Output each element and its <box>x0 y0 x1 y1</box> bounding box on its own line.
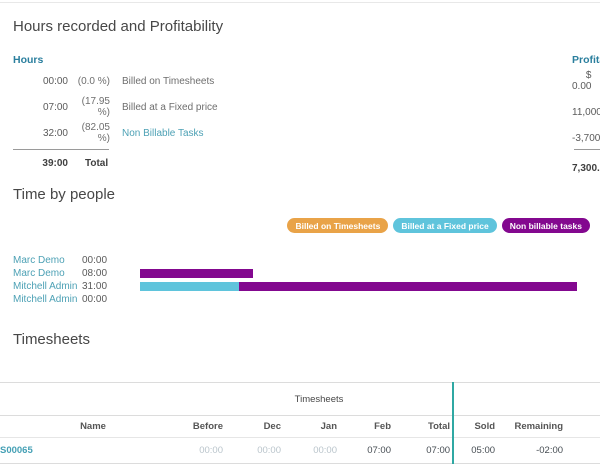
hours-row-billed-on-timesheets: 00:00 (0.0 %) Billed on Timesheets <box>13 68 287 94</box>
hours-percent: (0.0 %) <box>77 75 110 87</box>
profitability-row-to-invoice: $ 11,000.00 To invoice <box>287 94 600 120</box>
profitability-total-divider <box>574 149 600 150</box>
person-name-link[interactable]: Mitchell Admin <box>13 281 78 292</box>
hours-block: Hours 00:00 (0.0 %) Billed on Timesheets… <box>0 38 287 173</box>
chart-row: Marc Demo 00:00 <box>0 254 600 267</box>
table-header-row: Name Before Dec Jan Feb Total Sold Remai… <box>0 415 600 438</box>
group-header-spacer <box>0 382 188 416</box>
timesheets-section: Timesheets Timesheets Name Before Dec Ja… <box>0 330 600 464</box>
profitability-total-row: $ 7,300.00 Total <box>287 153 600 174</box>
hours-label: Billed on Timesheets <box>122 75 215 87</box>
bar-segment <box>140 269 253 278</box>
profitability-block-header: Profitability <box>572 54 600 66</box>
chart-row: Mitchell Admin 31:00 <box>0 280 600 293</box>
column-header-feb: Feb <box>339 415 393 438</box>
timesheet-name-cell: S00065 <box>0 437 188 464</box>
table-group-header-row: Timesheets <box>0 382 600 416</box>
chart-row: Mitchell Admin 00:00 <box>0 293 600 306</box>
legend-badge-non-billable[interactable]: Non billable tasks <box>501 218 590 233</box>
column-header-remaining: Remaining <box>497 415 566 438</box>
legend-badge-billed-on-timesheets[interactable]: Billed on Timesheets <box>287 218 389 233</box>
time-by-people-chart: Marc Demo 00:00 Marc Demo 08:00 Mitchell… <box>0 254 600 306</box>
column-header-jan: Jan <box>283 415 339 438</box>
profitability-value: $ 11,000.00 <box>572 107 600 118</box>
bar-track <box>140 269 253 278</box>
column-header-sold: Sold <box>452 415 498 438</box>
group-header-spacer-right <box>452 382 600 416</box>
hours-total-row: 39:00 Total <box>13 153 287 173</box>
bar-segment <box>239 282 577 291</box>
bar-track <box>140 282 577 291</box>
hours-value: 00:00 <box>42 75 68 87</box>
column-header-total: Total <box>393 415 454 438</box>
top-divider <box>0 2 600 3</box>
hours-value: 32:00 <box>42 127 68 139</box>
legend-badge-billed-fixed-price[interactable]: Billed at a Fixed price <box>393 218 497 233</box>
time-by-people-section: Time by people Billed on Timesheets Bill… <box>0 185 600 306</box>
header-filler <box>565 415 600 438</box>
hours-profitability-section: Hours recorded and Profitability Hours 0… <box>0 17 600 174</box>
timesheets-table: Timesheets Name Before Dec Jan Feb Total… <box>0 382 600 464</box>
hours-value: 07:00 <box>42 101 68 113</box>
section-title-hours-profitability: Hours recorded and Profitability <box>13 18 224 35</box>
hours-row-billed-fixed-price: 07:00 (17.95 %) Billed at a Fixed price <box>13 94 287 120</box>
cell-dec: 00:00 <box>225 437 283 464</box>
row-filler <box>565 437 600 464</box>
profitability-value: $ -3,700.00 <box>572 133 600 144</box>
cell-feb: 07:00 <box>339 437 393 464</box>
person-name-link[interactable]: Marc Demo <box>13 268 65 279</box>
chart-legend: Billed on Timesheets Billed at a Fixed p… <box>0 218 590 233</box>
section-title-time-by-people: Time by people <box>13 186 115 203</box>
person-name-link[interactable]: Marc Demo <box>13 255 65 266</box>
hours-label-non-billable[interactable]: Non Billable Tasks <box>122 127 204 139</box>
person-hours: 08:00 <box>82 268 108 279</box>
table-group-header: Timesheets <box>188 382 454 416</box>
profitability-value: $ 0.00 <box>572 70 592 92</box>
table-row: S00065 00:00 00:00 00:00 07:00 07:00 05:… <box>0 437 600 464</box>
column-header-before: Before <box>188 415 225 438</box>
person-hours: 00:00 <box>82 255 108 266</box>
cell-jan: 00:00 <box>283 437 339 464</box>
cell-total: 07:00 <box>393 437 454 464</box>
profitability-block: Profitability $ 0.00 Invoiced $ 11,000.0… <box>287 38 600 174</box>
person-hours: 31:00 <box>82 281 108 292</box>
bar-segment <box>140 282 239 291</box>
cell-remaining: -02:00 <box>497 437 566 464</box>
cell-sold: 05:00 <box>452 437 498 464</box>
hours-total-label: Total <box>85 157 109 169</box>
chart-row: Marc Demo 08:00 <box>0 267 600 280</box>
profitability-row-timesheet-costs: $ -3,700.00 Timesheet costs <box>287 120 600 146</box>
section-title-timesheets: Timesheets <box>13 331 90 348</box>
hours-percent: (82.05 %) <box>81 122 110 144</box>
hours-percent: (17.95 %) <box>81 96 110 118</box>
sales-order-link[interactable]: S00065 <box>0 445 33 456</box>
hours-block-header: Hours <box>13 54 44 66</box>
hours-label: Billed at a Fixed price <box>122 101 218 113</box>
profitability-row-invoiced: $ 0.00 Invoiced <box>287 68 600 94</box>
person-name-link[interactable]: Mitchell Admin <box>13 294 78 305</box>
hours-total-divider <box>13 149 109 150</box>
column-header-name: Name <box>0 415 188 438</box>
hours-total-value: 39:00 <box>42 157 68 169</box>
column-header-dec: Dec <box>225 415 283 438</box>
person-hours: 00:00 <box>82 294 108 305</box>
profitability-total-value: $ 7,300.00 <box>572 163 600 174</box>
hours-row-non-billable: 32:00 (82.05 %) Non Billable Tasks <box>13 120 287 146</box>
cell-before: 00:00 <box>188 437 225 464</box>
